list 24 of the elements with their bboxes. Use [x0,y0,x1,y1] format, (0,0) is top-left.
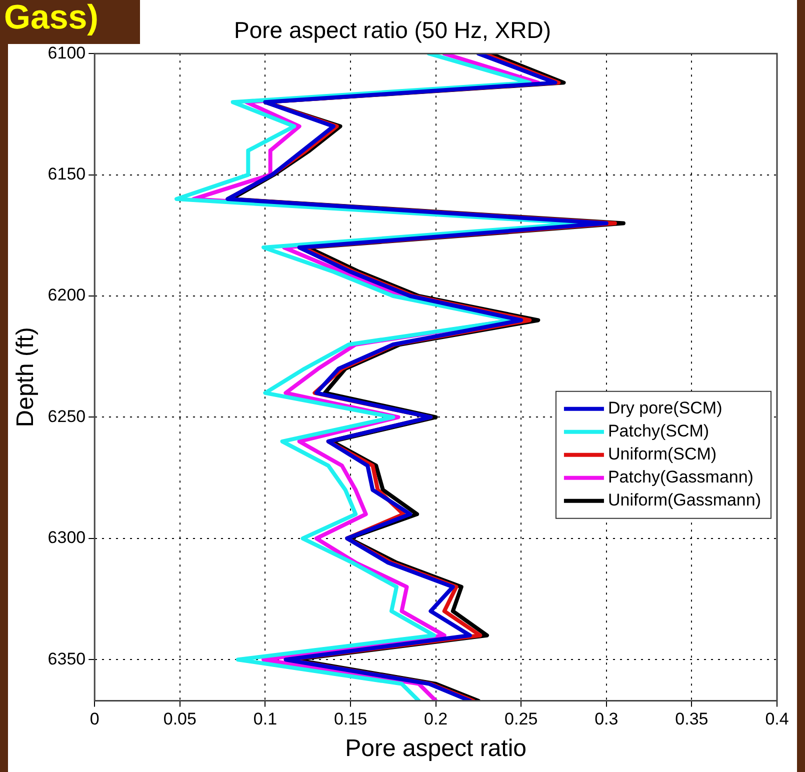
x-tick-label: 0.25 [504,710,538,729]
y-tick-label: 6300 [48,528,86,548]
x-tick-label: 0.1 [253,710,278,729]
y-tick-label: 6100 [48,43,86,62]
x-tick-label: 0.15 [334,710,368,729]
x-tick-label: 0.2 [424,710,448,729]
legend-label: Uniform(Gassmann) [608,490,762,510]
x-tick-label: 0.4 [765,710,789,729]
legend-label: Patchy(SCM) [608,422,710,441]
x-axis-title: Pore aspect ratio [345,735,527,762]
x-tick-label: 0.35 [675,710,708,729]
legend-label: Patchy(Gassmann) [608,468,754,487]
x-tick-label: 0.3 [594,710,618,729]
y-tick-label: 6150 [48,164,86,184]
chart-title: Pore aspect ratio (50 Hz, XRD) [234,17,552,44]
y-tick-label: 6200 [48,286,86,305]
x-tick-label: 0 [90,710,100,729]
x-tick-label: 0.05 [163,710,196,729]
legend-label: Dry pore(SCM) [608,398,722,418]
y-axis-title: Depth (ft) [12,327,40,428]
y-tick-label: 6250 [48,406,86,426]
y-tick-label: 6350 [48,649,86,668]
legend-label: Uniform(SCM) [608,444,717,464]
text: Gass) [4,0,98,36]
